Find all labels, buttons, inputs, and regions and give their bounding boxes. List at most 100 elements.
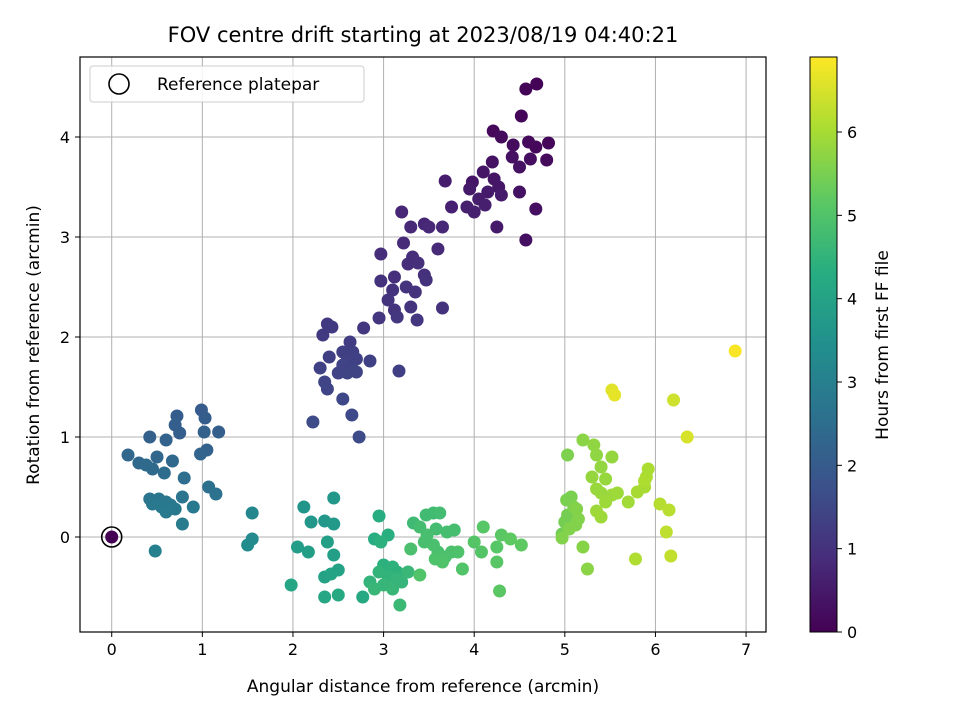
data-point xyxy=(476,520,490,534)
data-point xyxy=(610,486,624,500)
data-point xyxy=(386,283,400,297)
legend: Reference platepar xyxy=(89,65,365,103)
data-point xyxy=(638,474,652,488)
data-point xyxy=(659,525,673,539)
x-tick-label: 2 xyxy=(288,640,298,659)
data-point xyxy=(150,450,164,464)
data-point xyxy=(494,130,508,144)
data-point xyxy=(316,328,330,342)
x-tick-label: 5 xyxy=(560,640,570,659)
data-point xyxy=(490,540,504,554)
data-point xyxy=(173,426,187,440)
legend-marker xyxy=(108,73,130,95)
data-point xyxy=(505,150,519,164)
data-point xyxy=(594,460,608,474)
data-point xyxy=(306,415,320,429)
y-axis-ticks: 0 1 2 3 4 xyxy=(60,128,80,547)
x-tick-label: 6 xyxy=(650,640,660,659)
data-point xyxy=(599,472,613,486)
colorbar-tick-label: 3 xyxy=(847,373,857,392)
x-tick-label: 3 xyxy=(378,640,388,659)
data-point xyxy=(320,382,334,396)
data-point xyxy=(599,495,613,509)
data-point xyxy=(327,491,341,505)
data-point xyxy=(467,205,481,219)
data-point xyxy=(629,552,643,566)
data-point xyxy=(159,433,173,447)
data-point xyxy=(145,462,159,476)
data-point xyxy=(419,273,433,287)
legend-label: Reference platepar xyxy=(157,75,319,95)
data-point xyxy=(331,366,345,380)
data-point xyxy=(605,450,619,464)
data-point xyxy=(503,532,517,546)
data-point xyxy=(363,354,377,368)
data-point xyxy=(455,562,469,576)
x-tick-label: 7 xyxy=(741,640,751,659)
data-point xyxy=(494,188,508,202)
colorbar-tick-label: 6 xyxy=(847,123,857,142)
data-point xyxy=(529,140,543,154)
data-point xyxy=(667,393,681,407)
grid xyxy=(80,57,766,632)
data-point xyxy=(157,466,171,480)
data-point xyxy=(352,430,366,444)
data-point xyxy=(664,549,678,563)
data-point xyxy=(562,522,576,536)
data-point xyxy=(336,392,350,406)
data-point xyxy=(331,588,345,602)
data-point xyxy=(519,233,533,247)
data-point xyxy=(322,350,336,364)
data-point xyxy=(395,205,409,219)
data-point xyxy=(194,447,208,461)
data-point xyxy=(490,220,504,234)
data-point xyxy=(476,165,490,179)
colorbar-tick-label: 2 xyxy=(847,456,857,475)
x-tick-label: 4 xyxy=(469,640,479,659)
data-point xyxy=(514,109,528,123)
data-point xyxy=(514,538,528,552)
data-point xyxy=(368,582,382,596)
colorbar-tick-label: 0 xyxy=(847,623,857,642)
data-point xyxy=(381,293,395,307)
data-point xyxy=(374,535,388,549)
data-point xyxy=(357,321,371,335)
data-point xyxy=(530,77,544,91)
data-point xyxy=(324,567,338,581)
data-point xyxy=(387,270,401,284)
data-point xyxy=(513,160,527,174)
data-point xyxy=(433,506,447,520)
data-point xyxy=(576,540,590,554)
colorbar-tick-label: 5 xyxy=(847,206,857,225)
data-point xyxy=(542,136,556,150)
data-point xyxy=(435,301,449,315)
data-point xyxy=(401,565,415,579)
reference-point xyxy=(105,530,119,544)
x-tick-label: 1 xyxy=(197,640,207,659)
data-point xyxy=(159,505,173,519)
data-point xyxy=(304,515,318,529)
data-point xyxy=(327,517,341,531)
data-point xyxy=(320,535,334,549)
data-point xyxy=(397,236,411,250)
data-point xyxy=(435,220,449,234)
data-point xyxy=(519,82,533,96)
data-point xyxy=(555,531,569,545)
data-point xyxy=(404,300,418,314)
data-point xyxy=(165,454,179,468)
x-axis-ticks: 0 1 2 3 4 5 6 7 xyxy=(107,632,751,659)
data-point xyxy=(393,598,407,612)
data-point xyxy=(410,313,424,327)
data-point xyxy=(608,388,622,402)
data-point xyxy=(422,220,436,234)
data-point xyxy=(404,220,418,234)
data-point xyxy=(451,545,465,559)
data-point xyxy=(413,568,427,582)
data-point xyxy=(490,555,504,569)
data-point xyxy=(245,506,259,520)
colorbar-label: Hours from first FF file xyxy=(873,250,893,440)
data-point xyxy=(186,500,200,514)
data-point xyxy=(506,138,520,152)
data-point xyxy=(408,285,422,299)
